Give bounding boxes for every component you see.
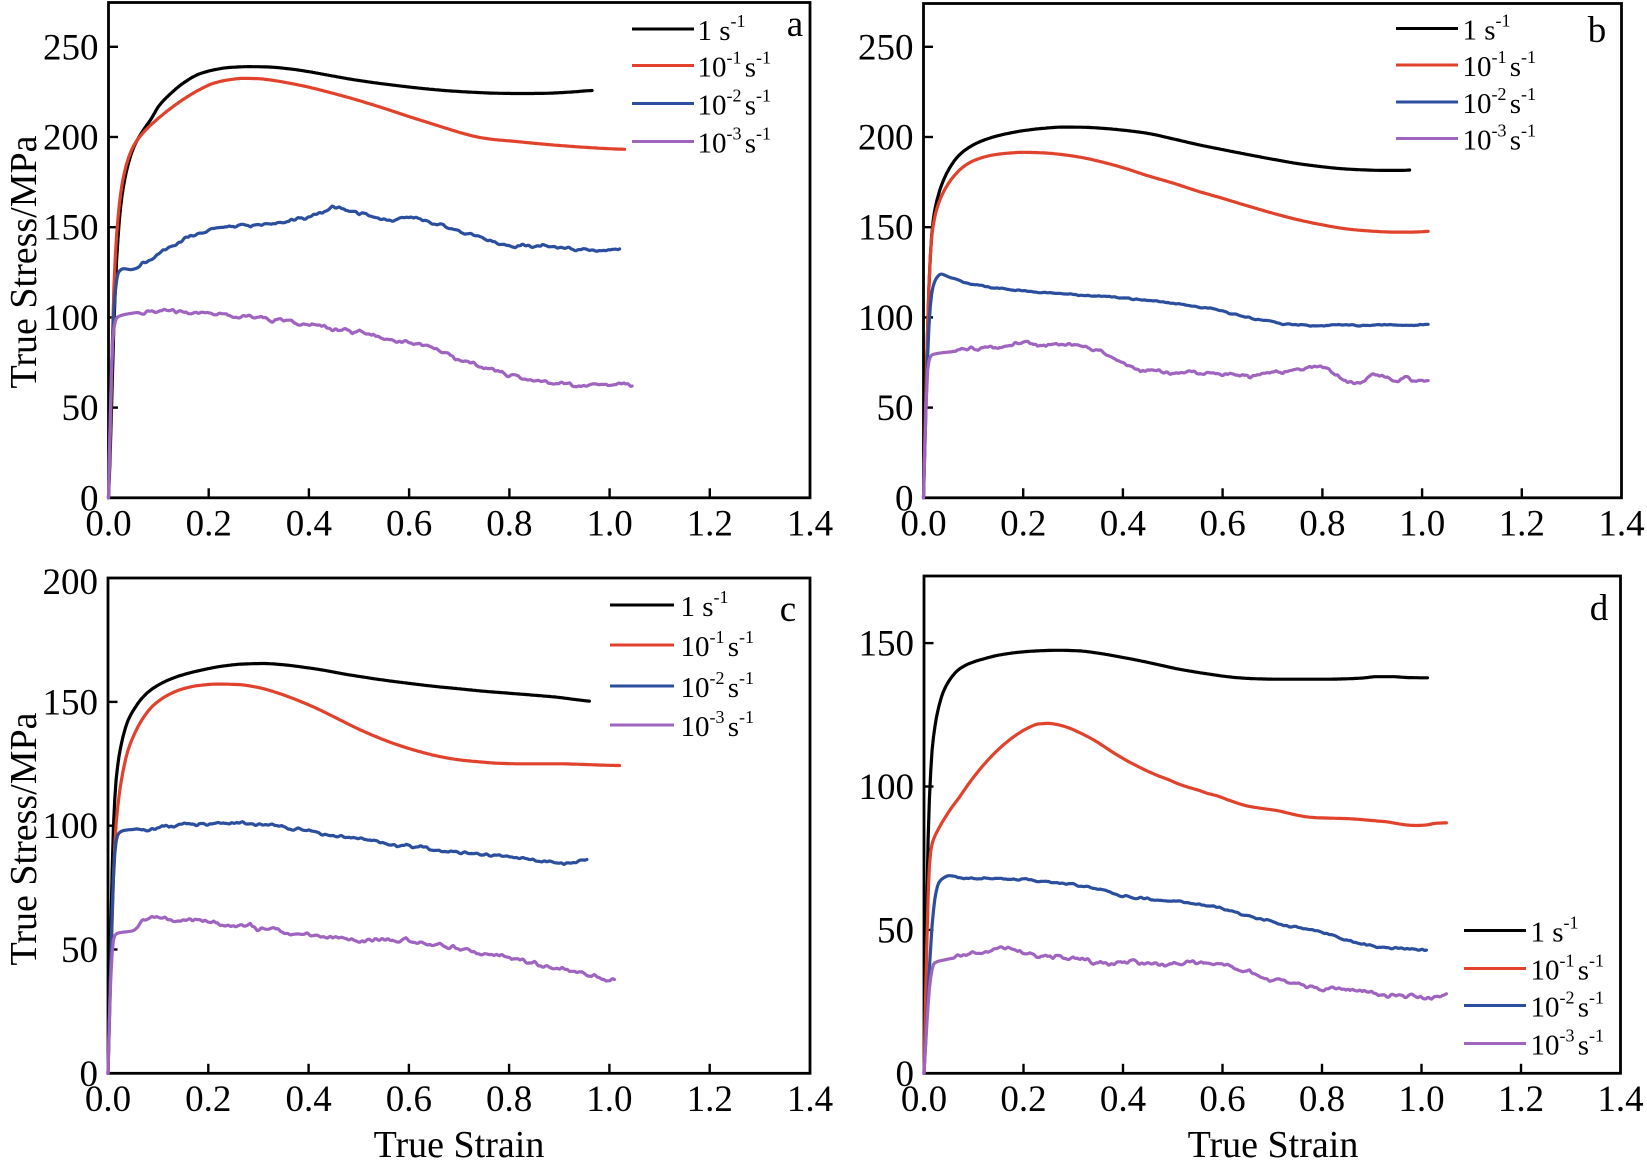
svg-text:150: 150 [858, 208, 914, 249]
svg-text:1.0: 1.0 [1399, 503, 1445, 544]
svg-text:100: 100 [43, 298, 99, 339]
svg-text:0.4: 0.4 [1100, 503, 1146, 544]
svg-text:1.2: 1.2 [687, 503, 733, 544]
svg-text:150: 150 [859, 624, 915, 665]
svg-text:True Strain: True Strain [1188, 1124, 1359, 1166]
svg-text:1.0: 1.0 [586, 503, 632, 544]
svg-text:0.8: 0.8 [1299, 1079, 1345, 1120]
svg-text:0.8: 0.8 [486, 1079, 532, 1120]
svg-text:100: 100 [859, 767, 915, 808]
svg-text:0.6: 0.6 [386, 1079, 432, 1120]
svg-text:True Strain: True Strain [374, 1124, 545, 1166]
svg-text:10-2 s-1: 10-2 s-1 [681, 668, 755, 704]
svg-text:1.4: 1.4 [787, 1079, 833, 1120]
svg-text:0.4: 0.4 [286, 503, 332, 544]
svg-text:0.2: 0.2 [186, 503, 232, 544]
svg-text:10-2 s-1: 10-2 s-1 [698, 86, 772, 122]
svg-text:200: 200 [858, 118, 914, 159]
svg-text:0: 0 [80, 478, 99, 519]
svg-text:0.2: 0.2 [1000, 1079, 1046, 1120]
svg-text:0.6: 0.6 [1199, 1079, 1245, 1120]
svg-text:0.8: 0.8 [486, 503, 532, 544]
svg-text:1.0: 1.0 [1398, 1079, 1444, 1120]
svg-text:0.4: 0.4 [285, 1079, 331, 1120]
svg-text:0.0: 0.0 [900, 503, 946, 544]
svg-text:0.8: 0.8 [1299, 503, 1345, 544]
svg-text:1 s-1: 1 s-1 [698, 11, 746, 47]
svg-text:d: d [1590, 588, 1609, 629]
svg-text:a: a [787, 4, 803, 45]
svg-text:0.6: 0.6 [386, 503, 432, 544]
svg-text:0.0: 0.0 [85, 503, 131, 544]
svg-text:True Stress/MPa: True Stress/MPa [3, 135, 45, 388]
svg-text:100: 100 [43, 806, 99, 847]
svg-text:200: 200 [43, 562, 99, 603]
svg-text:1.0: 1.0 [586, 1079, 632, 1120]
svg-text:1.2: 1.2 [1498, 1079, 1544, 1120]
svg-text:0: 0 [80, 1054, 99, 1095]
svg-text:0.0: 0.0 [901, 1079, 947, 1120]
svg-text:200: 200 [43, 118, 99, 159]
svg-text:0.6: 0.6 [1199, 503, 1245, 544]
svg-text:50: 50 [877, 910, 914, 951]
svg-text:0: 0 [895, 478, 914, 519]
svg-text:50: 50 [62, 388, 99, 429]
svg-text:b: b [1588, 10, 1607, 51]
svg-text:1.2: 1.2 [687, 1079, 733, 1120]
svg-text:1.4: 1.4 [1597, 1079, 1643, 1120]
svg-text:150: 150 [43, 208, 99, 249]
svg-text:100: 100 [858, 298, 914, 339]
svg-text:1 s-1: 1 s-1 [1463, 11, 1511, 47]
svg-text:1.4: 1.4 [787, 503, 833, 544]
svg-text:0.0: 0.0 [85, 1079, 131, 1120]
svg-text:True Stress/MPa: True Stress/MPa [3, 712, 45, 965]
svg-text:150: 150 [43, 682, 99, 723]
svg-text:1.2: 1.2 [1499, 503, 1545, 544]
svg-text:1.4: 1.4 [1598, 503, 1644, 544]
svg-text:0.2: 0.2 [1000, 503, 1046, 544]
svg-text:50: 50 [61, 930, 98, 971]
svg-text:0: 0 [896, 1054, 915, 1095]
svg-text:c: c [780, 589, 796, 630]
svg-text:50: 50 [877, 388, 914, 429]
svg-text:0.4: 0.4 [1100, 1079, 1146, 1120]
svg-text:250: 250 [858, 27, 914, 68]
svg-text:0.2: 0.2 [185, 1079, 231, 1120]
svg-text:250: 250 [43, 27, 99, 68]
